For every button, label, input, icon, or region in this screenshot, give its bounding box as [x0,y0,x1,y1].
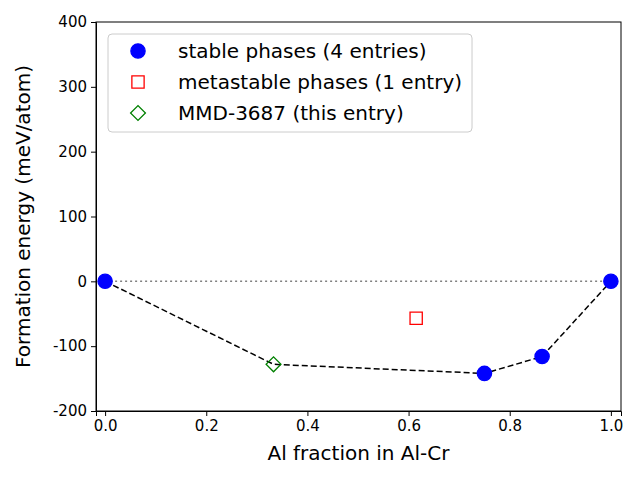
y-axis-title: Formation energy (meV/atom) [11,65,35,368]
tick-label: 0.4 [296,417,320,435]
point [410,312,422,324]
tick-mark [91,411,96,412]
tick: -100 [53,337,96,355]
tick: 0 [77,273,96,291]
tick-label: -100 [53,337,87,355]
tick: 1.0 [599,411,623,435]
tick: 0.6 [397,411,421,435]
tick-label: 400 [58,13,87,31]
tick: 400 [58,13,96,31]
tick: 0.4 [296,411,320,435]
point [266,357,281,372]
legend-label: MMD-3687 (this entry) [178,101,404,125]
tick-label: 300 [58,78,87,96]
tick: 0.0 [94,411,118,435]
point [535,349,549,363]
tick-mark [105,411,106,416]
tick-label: 0 [77,273,87,291]
x-axis-title: Al fraction in Al-Cr [267,441,450,465]
tick-label: 200 [58,143,87,161]
tick-label: 0.6 [397,417,421,435]
legend-label: stable phases (4 entries) [178,39,427,63]
y-axis: -200 -100 0 100 200 300 400 [53,13,97,420]
legend-marker [131,106,146,121]
tick-mark [307,411,308,416]
zero-line [105,281,611,283]
point [98,274,112,288]
tick-label: 0.8 [498,417,522,435]
tick-label: -200 [53,402,87,420]
plot-frame [96,22,621,411]
tick-mark [91,22,96,23]
tick-mark [206,411,207,416]
tick: 0.2 [195,411,219,435]
tick-label: 0.2 [195,417,219,435]
point [604,274,618,288]
tick-mark [91,217,96,218]
tick-mark [91,346,96,347]
tick-mark [611,411,612,416]
tick: 300 [58,78,96,96]
tick: 200 [58,143,96,161]
tick: 0.8 [498,411,522,435]
tick-mark [409,411,410,416]
legend-marker [131,44,145,58]
tick-label: 1.0 [599,417,623,435]
tick-mark [91,281,96,282]
x-axis: 0.0 0.2 0.4 0.6 0.8 1.0 [94,411,624,435]
tick-mark [91,87,96,88]
tick-mark [510,411,511,416]
hull-line [105,281,611,373]
chart: 0.0 0.2 0.4 0.6 0.8 1.0 -200 -100 0 100 200 300 400 A… [0,0,640,480]
legend-label: metastable phases (1 entry) [178,70,462,94]
tick: -200 [53,402,96,420]
tick-label: 0.0 [94,417,118,435]
plot-area [98,274,618,380]
legend-marker [132,76,144,88]
tick-label: 100 [58,208,87,226]
tick-mark [91,152,96,153]
axis-line [97,412,622,417]
tick: 100 [58,208,96,226]
legend: stable phases (4 entries) metastable phas… [108,34,472,132]
legend-box [108,34,472,132]
point [477,366,491,380]
